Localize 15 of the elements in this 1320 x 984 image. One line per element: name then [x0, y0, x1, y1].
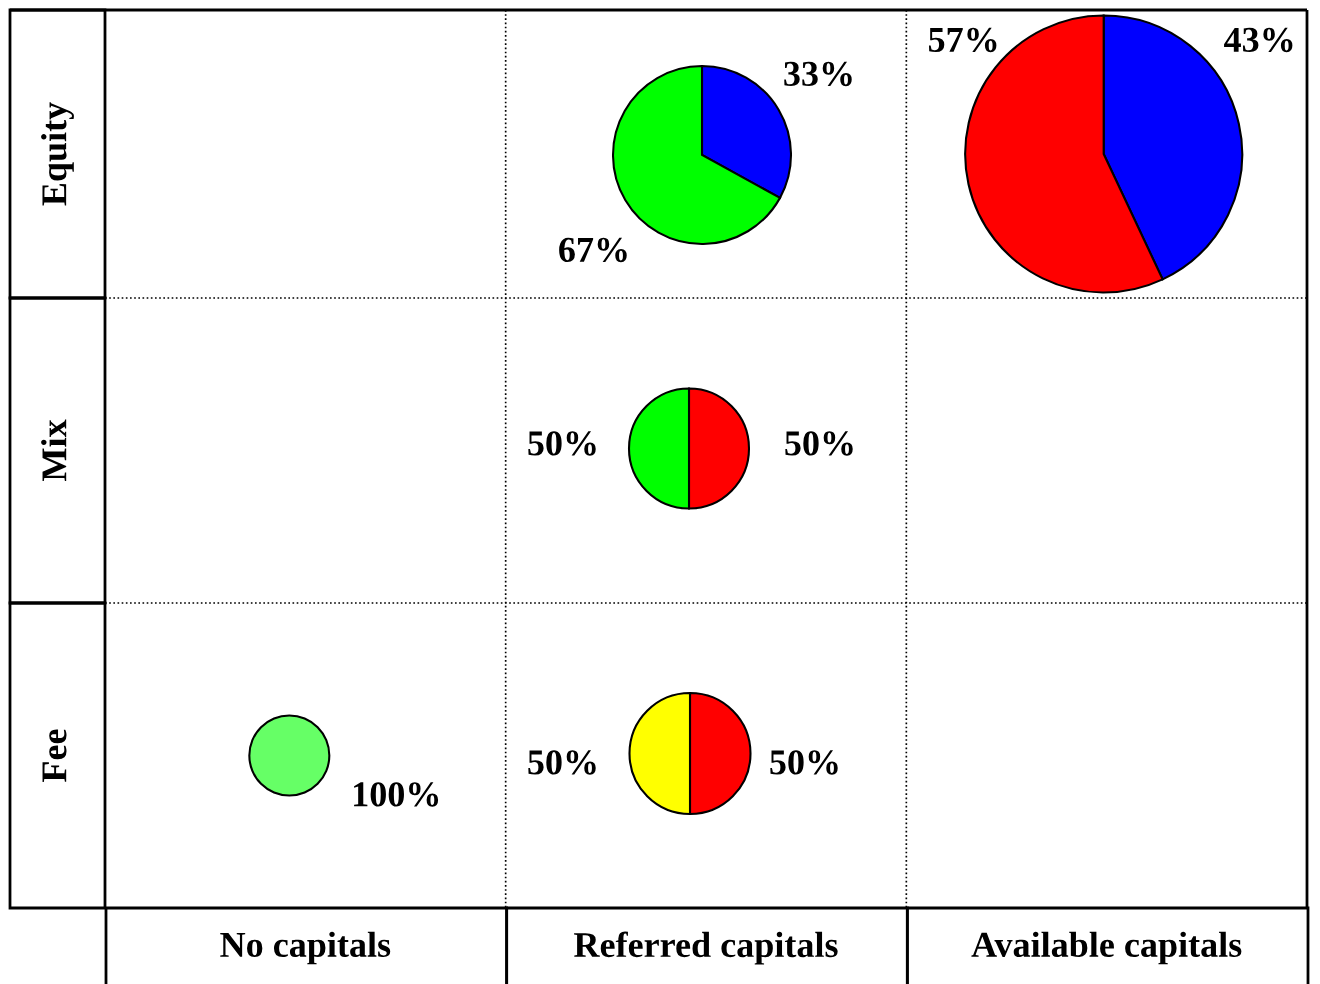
data-label: 43%	[1224, 27, 1293, 53]
data-label: 57%	[929, 27, 997, 53]
data-label: 67%	[559, 237, 627, 263]
data-label: 50%	[770, 750, 838, 775]
data-label: 33%	[784, 61, 852, 87]
category-label: Equity	[41, 102, 74, 206]
data-label: 50%	[528, 431, 596, 456]
category-label: No capitals	[220, 931, 391, 965]
data-label: 100%	[354, 782, 439, 807]
category-label: Mix	[41, 419, 67, 481]
category-label: Available capitals	[971, 931, 1242, 965]
data-label: 50%	[785, 431, 853, 456]
category-label: Referred capitals	[574, 931, 838, 965]
data-label: 50%	[528, 750, 596, 775]
category-label: Fee	[42, 729, 67, 782]
